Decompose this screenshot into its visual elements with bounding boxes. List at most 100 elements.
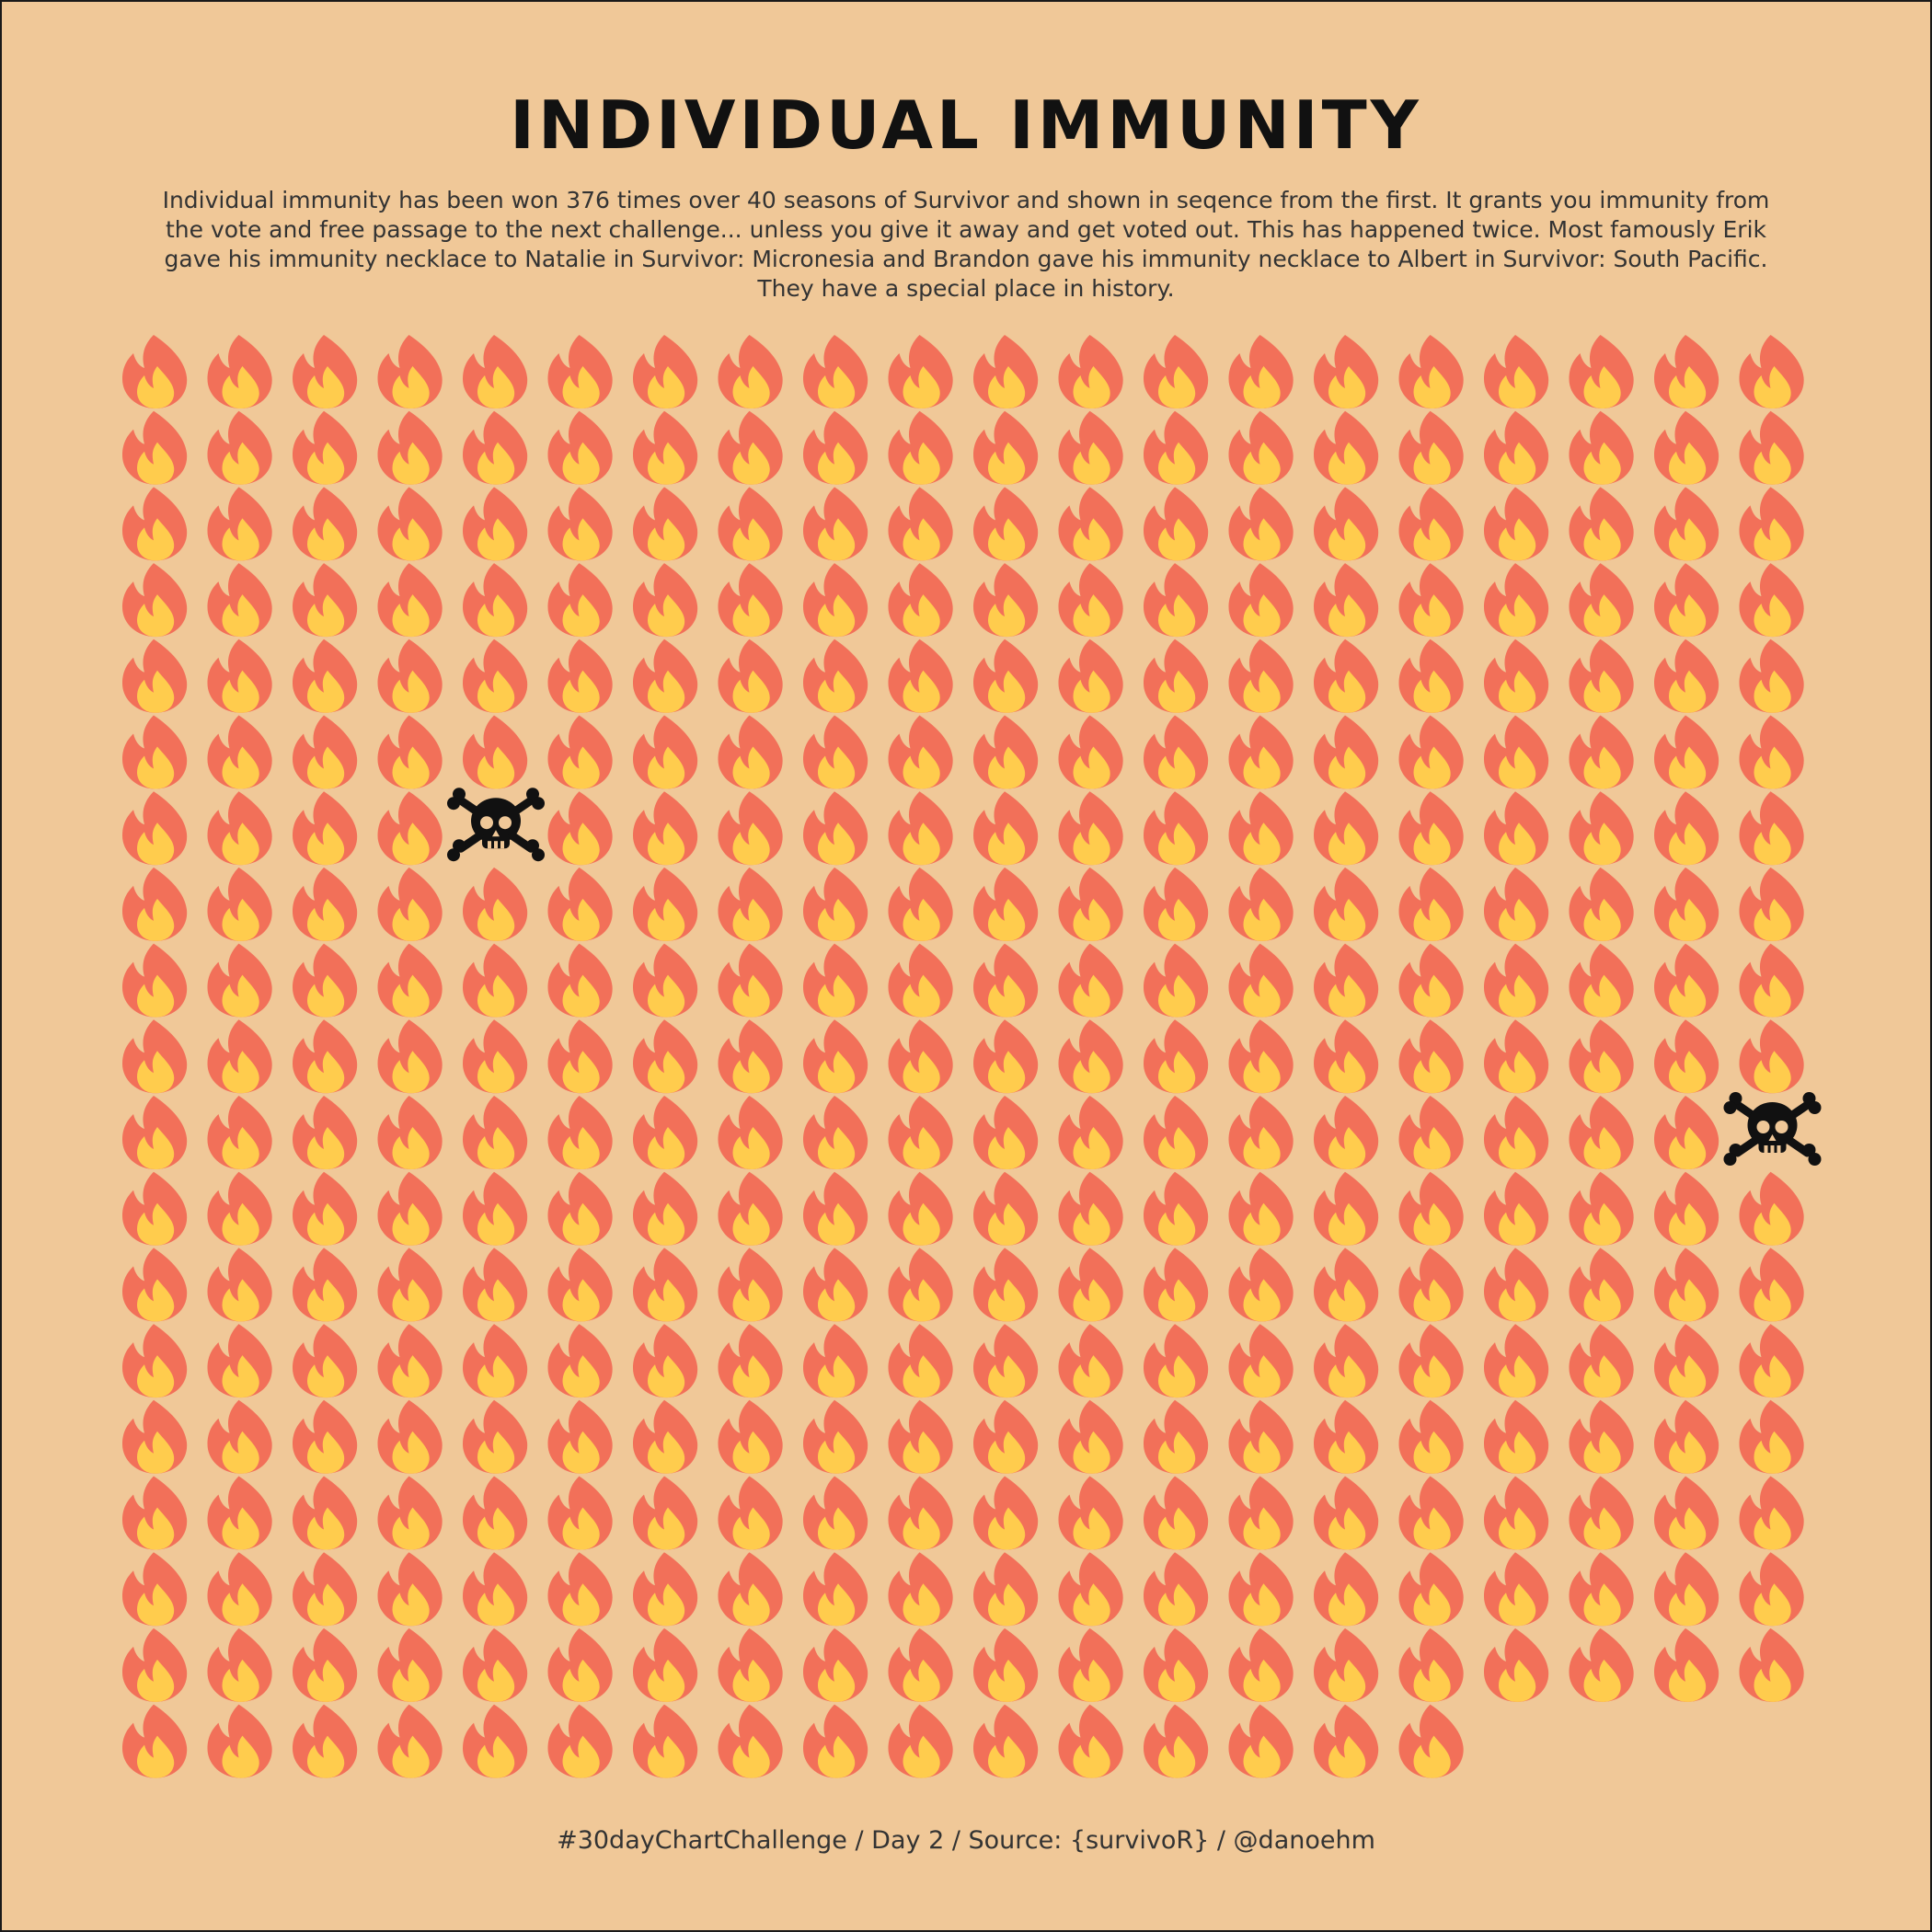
flame-icon <box>1569 638 1634 713</box>
flame-icon <box>973 638 1039 713</box>
flame-icon <box>1739 1324 1804 1398</box>
flame-icon <box>463 943 528 1018</box>
flame-icon <box>633 335 698 408</box>
flame-icon <box>633 410 698 485</box>
flame-icon <box>207 410 272 485</box>
flame-icon <box>547 563 613 638</box>
flame-icon <box>803 1096 868 1169</box>
flame-icon <box>1398 867 1464 941</box>
flame-icon <box>377 335 443 408</box>
flame-icon <box>463 335 528 408</box>
flame-icon <box>803 1324 868 1398</box>
flame-icon <box>633 943 698 1018</box>
flame-icon <box>1569 1171 1634 1246</box>
flame-icon <box>973 1552 1039 1627</box>
flame-icon <box>1398 335 1464 408</box>
flame-icon <box>1314 1096 1379 1169</box>
flame-icon <box>377 867 443 941</box>
flame-icon <box>1569 867 1634 941</box>
flame-icon <box>377 715 443 789</box>
flame-icon <box>293 867 358 941</box>
flame-icon <box>1654 487 1719 561</box>
flame-icon <box>803 1627 868 1702</box>
flame-icon <box>1739 867 1804 941</box>
flame-icon <box>1058 1476 1123 1550</box>
flame-icon <box>1484 487 1549 561</box>
flame-icon <box>1058 563 1123 638</box>
flame-icon <box>1398 1019 1464 1094</box>
flame-icon <box>718 563 783 638</box>
flame-icon <box>547 410 613 485</box>
flame-icon <box>633 1704 698 1778</box>
flame-icon <box>1398 1096 1464 1169</box>
flame-icon <box>803 1704 868 1778</box>
flame-icon <box>207 791 272 866</box>
flame-icon <box>1314 1171 1379 1246</box>
flame-icon <box>463 1171 528 1246</box>
flame-icon <box>718 1704 783 1778</box>
flame-icon <box>633 1324 698 1398</box>
flame-icon <box>803 1019 868 1094</box>
flame-icon <box>718 1399 783 1474</box>
flame-icon <box>1739 1248 1804 1322</box>
flame-icon <box>1398 410 1464 485</box>
flame-icon <box>1314 638 1379 713</box>
flame-icon <box>1398 943 1464 1018</box>
flame-icon <box>122 335 188 408</box>
flame-icon <box>1228 563 1294 638</box>
flame-icon <box>1314 1324 1379 1398</box>
flame-icon <box>1739 715 1804 789</box>
flame-icon <box>1058 1096 1123 1169</box>
flame-icon <box>207 1248 272 1322</box>
flame-icon <box>1398 715 1464 789</box>
flame-icon <box>1144 1476 1209 1550</box>
flame-icon <box>122 715 188 789</box>
flame-icon <box>1569 410 1634 485</box>
flame-icon <box>1144 1552 1209 1627</box>
flame-icon <box>803 638 868 713</box>
flame-icon <box>1228 1399 1294 1474</box>
flame-icon <box>1228 1248 1294 1322</box>
flame-icon <box>293 1399 358 1474</box>
flame-icon <box>377 1627 443 1702</box>
flame-icon <box>547 1399 613 1474</box>
flame-icon <box>718 1476 783 1550</box>
flame-icon <box>973 1019 1039 1094</box>
flame-icon <box>293 1476 358 1550</box>
flame-icon <box>1484 1324 1549 1398</box>
flame-icon <box>1314 791 1379 866</box>
flame-icon <box>1484 410 1549 485</box>
flame-icon <box>377 487 443 561</box>
flame-icon <box>1314 867 1379 941</box>
flame-icon <box>888 791 953 866</box>
flame-icon <box>718 1171 783 1246</box>
flame-icon <box>1144 791 1209 866</box>
flame-icon <box>1484 791 1549 866</box>
flame-icon <box>718 1248 783 1322</box>
flame-icon <box>293 1096 358 1169</box>
flame-icon <box>803 487 868 561</box>
flame-icon <box>1398 1476 1464 1550</box>
flame-icon <box>1654 1627 1719 1702</box>
flame-icon <box>1228 867 1294 941</box>
flame-icon <box>293 487 358 561</box>
flame-icon <box>463 638 528 713</box>
flame-icon <box>888 487 953 561</box>
flame-icon <box>718 715 783 789</box>
flame-icon <box>633 1552 698 1627</box>
flame-icon <box>973 410 1039 485</box>
flame-icon <box>377 1399 443 1474</box>
flame-icon <box>973 715 1039 789</box>
flame-icon <box>718 867 783 941</box>
flame-icon <box>1144 1171 1209 1246</box>
flame-icon <box>463 1627 528 1702</box>
chart-caption: #30dayChartChallenge / Day 2 / Source: {… <box>557 1826 1375 1855</box>
flame-icon <box>122 867 188 941</box>
flame-icon <box>973 1399 1039 1474</box>
flame-icon <box>463 410 528 485</box>
flame-icon <box>293 1324 358 1398</box>
flame-icon <box>122 638 188 713</box>
flame-icon <box>1144 715 1209 789</box>
flame-icon <box>1654 1019 1719 1094</box>
